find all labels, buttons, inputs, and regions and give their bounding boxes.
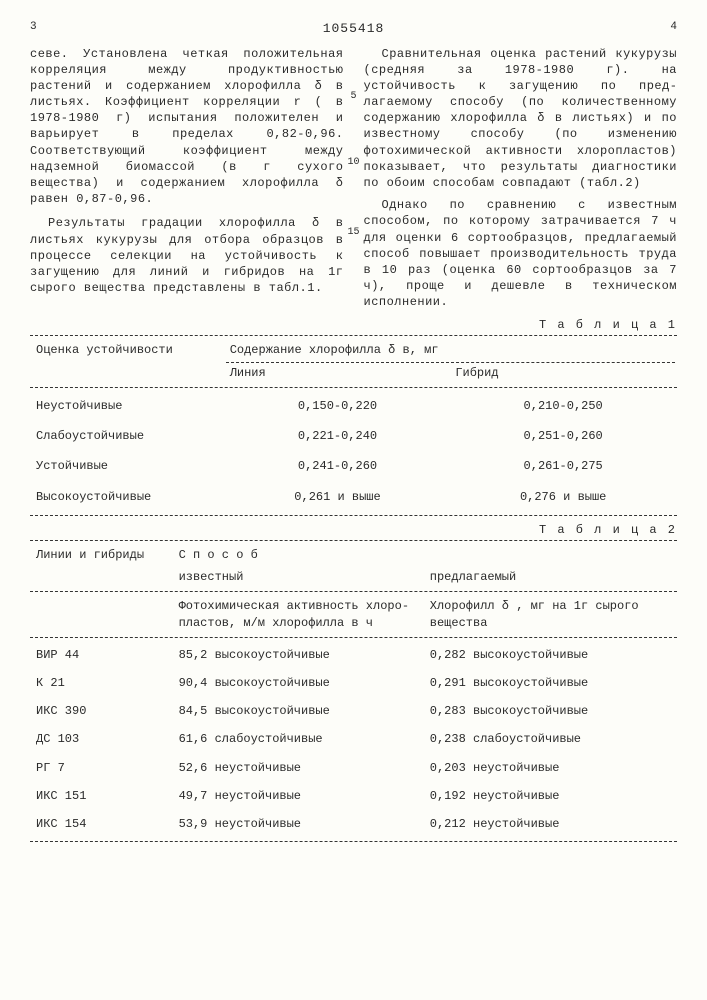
table1-sub-line: Линия bbox=[226, 362, 450, 383]
document-number: 1055418 bbox=[37, 20, 671, 38]
line-marker: 15 bbox=[347, 226, 359, 240]
cell-label: Высокоустойчивые bbox=[32, 483, 224, 511]
table1-head-left: Оценка устойчивости bbox=[32, 340, 224, 383]
table2-desc: Фотохимическая активность хлоро­пластов,… bbox=[30, 594, 677, 634]
table1-sub-hybrid: Гибрид bbox=[451, 362, 675, 383]
cell-line: 0,221-0,240 bbox=[226, 422, 450, 450]
cell-proposed: 0,212 неустойчивые bbox=[426, 811, 675, 837]
cell-label: Слабоустойчивые bbox=[32, 422, 224, 450]
table2-head-lines: Линии и гибриды bbox=[32, 545, 173, 587]
table-row: ДС 103 61,6 слабоустойчивые 0,238 слабоу… bbox=[32, 726, 675, 752]
cell-known: 84,5 высокоустойчивые bbox=[175, 698, 424, 724]
cell-name: ИКС 151 bbox=[32, 783, 173, 809]
cell-proposed: 0,291 высокоустойчивые bbox=[426, 670, 675, 696]
table1-title: Т а б л и ц а 1 bbox=[30, 317, 677, 333]
cell-name: ИКС 390 bbox=[32, 698, 173, 724]
cell-name: ВИР 44 bbox=[32, 642, 173, 668]
cell-line: 0,150-0,220 bbox=[226, 392, 450, 420]
cell-proposed: 0,203 неустойчивые bbox=[426, 755, 675, 781]
table-row: ИКС 151 49,7 неустойчивые 0,192 неустойч… bbox=[32, 783, 675, 809]
table2-head-method: С п о с о б bbox=[175, 545, 675, 565]
cell-hybrid: 0,261-0,275 bbox=[451, 452, 675, 480]
table2-title: Т а б л и ц а 2 bbox=[30, 522, 677, 538]
table-row: К 21 90,4 высокоустойчивые 0,291 высокоу… bbox=[32, 670, 675, 696]
page-num-left: 3 bbox=[30, 20, 37, 38]
paragraph: Результаты градации хлорофилла δ в листь… bbox=[30, 215, 344, 296]
cell-known: 52,6 неустойчивые bbox=[175, 755, 424, 781]
cell-proposed: 0,192 неустойчивые bbox=[426, 783, 675, 809]
table-row: Слабоустойчивые 0,221-0,240 0,251-0,260 bbox=[32, 422, 675, 450]
table2-desc-known: Фотохимическая активность хлоро­пластов,… bbox=[175, 596, 424, 632]
cell-line: 0,241-0,260 bbox=[226, 452, 450, 480]
table-row: РГ 7 52,6 неустойчивые 0,203 неустойчивы… bbox=[32, 755, 675, 781]
cell-hybrid: 0,251-0,260 bbox=[451, 422, 675, 450]
cell-known: 90,4 высокоустойчивые bbox=[175, 670, 424, 696]
cell-known: 53,9 неустойчивые bbox=[175, 811, 424, 837]
table1-head-right: Содержание хлорофилла δ в, мг bbox=[226, 340, 675, 360]
cell-proposed: 0,238 слабоустойчивые bbox=[426, 726, 675, 752]
cell-name: ДС 103 bbox=[32, 726, 173, 752]
cell-known: 49,7 неустойчивые bbox=[175, 783, 424, 809]
table2-sub-known: известный bbox=[175, 567, 424, 587]
paragraph: Однако по сравнению с известным способом… bbox=[364, 197, 678, 310]
paragraph: севе. Установлена четкая положитель­ная … bbox=[30, 46, 344, 208]
cell-proposed: 0,282 высокоустойчивые bbox=[426, 642, 675, 668]
table2-body: ВИР 44 85,2 высокоустойчивые 0,282 высок… bbox=[30, 640, 677, 839]
cell-name: К 21 bbox=[32, 670, 173, 696]
line-marker: 5 bbox=[350, 90, 356, 104]
text-columns: севе. Установлена четкая положитель­ная … bbox=[30, 46, 677, 311]
table-row: Устойчивые 0,241-0,260 0,261-0,275 bbox=[32, 452, 675, 480]
table-row: Неустойчивые 0,150-0,220 0,210-0,250 bbox=[32, 392, 675, 420]
table2-sub-proposed: предлагаемый bbox=[426, 567, 675, 587]
table-row: ВИР 44 85,2 высокоустойчивые 0,282 высок… bbox=[32, 642, 675, 668]
cell-label: Устойчивые bbox=[32, 452, 224, 480]
cell-name: РГ 7 bbox=[32, 755, 173, 781]
cell-name: ИКС 154 bbox=[32, 811, 173, 837]
cell-hybrid: 0,276 и выше bbox=[451, 483, 675, 511]
cell-hybrid: 0,210-0,250 bbox=[451, 392, 675, 420]
page-header: 3 1055418 4 bbox=[30, 20, 677, 38]
cell-label: Неустойчивые bbox=[32, 392, 224, 420]
table1-body: Неустойчивые 0,150-0,220 0,210-0,250Слаб… bbox=[30, 390, 677, 513]
page-num-right: 4 bbox=[670, 20, 677, 38]
table2: Линии и гибриды С п о с о б известный пр… bbox=[30, 543, 677, 589]
cell-known: 61,6 слабоустойчивые bbox=[175, 726, 424, 752]
line-marker: 10 bbox=[347, 156, 359, 170]
cell-known: 85,2 высокоустойчивые bbox=[175, 642, 424, 668]
column-right: Сравнительная оценка растений кукурузы (… bbox=[364, 46, 678, 311]
table-row: ИКС 390 84,5 высокоустойчивые 0,283 высо… bbox=[32, 698, 675, 724]
paragraph: Сравнительная оценка растений кукурузы (… bbox=[364, 46, 678, 192]
cell-line: 0,261 и выше bbox=[226, 483, 450, 511]
table-row: ИКС 154 53,9 неустойчивые 0,212 неустойч… bbox=[32, 811, 675, 837]
table1: Оценка устойчивости Содержание хлорофилл… bbox=[30, 338, 677, 385]
table2-desc-proposed: Хлорофилл δ , мг на 1г сырого вещества bbox=[426, 596, 675, 632]
cell-proposed: 0,283 высокоустойчивые bbox=[426, 698, 675, 724]
column-left: севе. Установлена четкая положитель­ная … bbox=[30, 46, 344, 311]
table-row: Высокоустойчивые 0,261 и выше 0,276 и вы… bbox=[32, 483, 675, 511]
